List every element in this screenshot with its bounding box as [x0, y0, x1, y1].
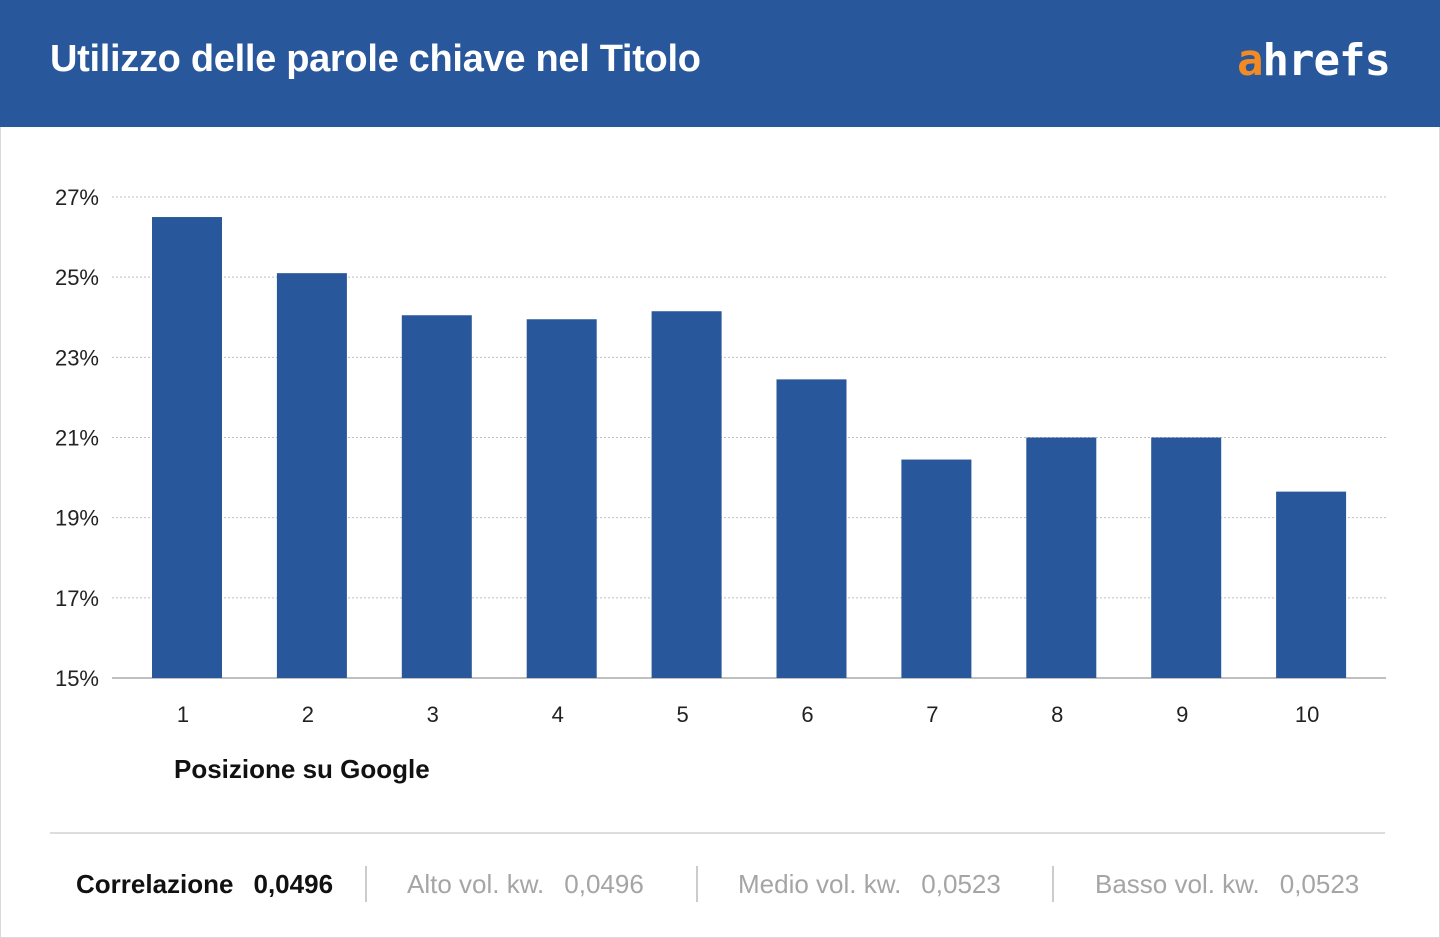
x-axis-title: Posizione su Google [174, 754, 430, 784]
x-tick-label: 5 [676, 702, 688, 727]
bar [1151, 437, 1222, 678]
bar [526, 319, 597, 678]
stat-high-volume: Alto vol. kw. 0,0496 [407, 862, 644, 906]
stat-medium-volume: Medio vol. kw. 0,0523 [738, 862, 1001, 906]
stat-low-volume: Basso vol. kw. 0,0523 [1095, 862, 1359, 906]
stat-correlation-label: Correlazione [76, 869, 234, 899]
header-bar: Utilizzo delle parole chiave nel Titolo … [0, 0, 1440, 127]
bar [152, 217, 222, 678]
stat-high-volume-value: 0,0496 [564, 869, 644, 899]
stat-separator [696, 866, 698, 902]
ahrefs-logo: ahrefs [1237, 35, 1391, 86]
x-tick-label: 2 [302, 702, 314, 727]
footer-divider [50, 832, 1385, 834]
y-tick-label: 27% [55, 185, 99, 210]
x-tick-label: 8 [1051, 702, 1063, 727]
y-tick-label: 25% [55, 265, 99, 290]
y-tick-label: 23% [55, 345, 99, 370]
correlation-stats: Correlazione 0,0496 Alto vol. kw. 0,0496 M… [0, 862, 1440, 906]
bar [276, 273, 347, 678]
x-tick-label: 1 [177, 702, 189, 727]
bar [401, 315, 472, 678]
stat-separator [365, 866, 367, 902]
chart-title: Utilizzo delle parole chiave nel Titolo [50, 38, 701, 80]
stat-low-volume-value: 0,0523 [1279, 869, 1360, 899]
bar [1276, 491, 1347, 678]
logo-text: hrefs [1262, 35, 1391, 86]
x-tick-label: 3 [427, 702, 439, 727]
x-tick-label: 6 [801, 702, 813, 727]
stat-separator [1052, 866, 1054, 902]
y-tick-label: 19% [55, 506, 99, 531]
stat-medium-volume-label: Medio vol. kw. [738, 869, 902, 899]
x-tick-label: 4 [552, 702, 564, 727]
stat-medium-volume-value: 0,0523 [921, 869, 1001, 899]
logo-accent-letter: a [1237, 35, 1263, 86]
y-tick-label: 17% [55, 586, 99, 611]
bar [1026, 437, 1097, 678]
stat-high-volume-label: Alto vol. kw. [407, 869, 545, 899]
x-tick-label: 10 [1295, 702, 1319, 727]
bar [776, 379, 847, 678]
bar-chart: 15% 17% 19% 21% 23% 25% 27% 1 2 3 4 5 6 7 8 9 10 [55, 185, 1386, 727]
bar [651, 311, 722, 678]
stat-low-volume-label: Basso vol. kw. [1095, 869, 1260, 899]
stat-correlation: Correlazione 0,0496 [76, 862, 333, 906]
stat-correlation-value: 0,0496 [253, 869, 334, 899]
y-tick-label: 21% [55, 426, 99, 451]
y-tick-label: 15% [55, 666, 99, 691]
bar [901, 459, 972, 678]
x-tick-label: 9 [1176, 702, 1188, 727]
x-tick-label: 7 [926, 702, 938, 727]
